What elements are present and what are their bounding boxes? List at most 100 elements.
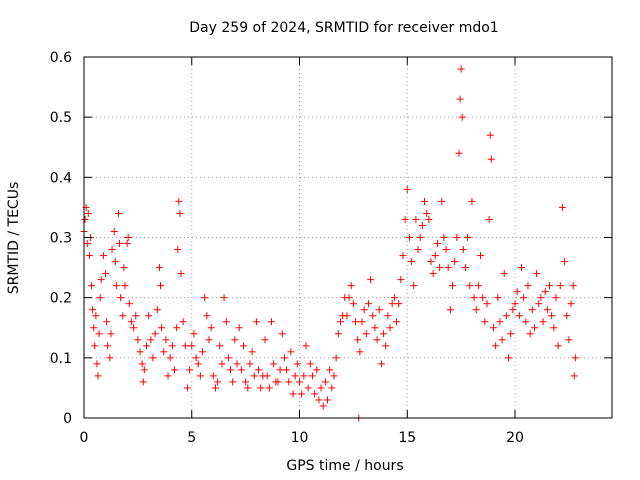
data-point [125, 300, 133, 308]
data-point [261, 336, 269, 344]
data-point [306, 360, 314, 368]
data-point [444, 264, 452, 272]
data-point [388, 300, 396, 308]
data-point [252, 318, 260, 326]
data-point [104, 342, 112, 350]
data-point [461, 264, 469, 272]
data-point [377, 360, 385, 368]
data-point [164, 372, 172, 380]
data-point [431, 252, 439, 260]
data-point [410, 282, 418, 290]
data-point [216, 342, 224, 350]
data-point [194, 360, 202, 368]
data-point [147, 336, 155, 344]
data-point [97, 276, 105, 284]
data-point [561, 258, 569, 266]
data-point [470, 294, 478, 302]
data-point [526, 330, 534, 338]
data-point [356, 348, 364, 356]
data-point [371, 324, 379, 332]
data-point [457, 65, 465, 73]
data-point [347, 282, 355, 290]
x-axis-label: GPS time / hours [286, 458, 403, 474]
data-point [458, 113, 466, 121]
data-point [119, 312, 127, 320]
data-point [421, 197, 429, 205]
data-point [464, 234, 472, 241]
data-point [332, 354, 340, 362]
data-point [384, 312, 392, 320]
data-point [207, 324, 215, 332]
data-point [205, 336, 213, 344]
data-point [176, 209, 184, 217]
data-point [408, 258, 416, 266]
data-point [541, 288, 549, 296]
data-point [433, 240, 441, 248]
data-point [364, 300, 372, 308]
data-point [267, 318, 275, 326]
data-point [227, 366, 235, 374]
data-point [395, 300, 403, 308]
data-point [222, 318, 230, 326]
y-tick-label: 0.4 [50, 170, 72, 186]
data-point [362, 330, 370, 338]
data-point [509, 306, 517, 314]
data-point [554, 342, 562, 350]
data-point [522, 318, 530, 326]
data-point [246, 360, 254, 368]
data-point [99, 252, 107, 260]
data-point [95, 330, 103, 338]
axis-ticks: 0 0.1 0.2 0.3 0.4 0.5 0.6 0 5 10 15 20 [50, 50, 612, 446]
data-point [405, 234, 413, 241]
data-point [358, 318, 366, 326]
data-point [412, 215, 420, 223]
data-point [485, 215, 493, 223]
data-point [134, 336, 142, 344]
data-point [401, 215, 409, 223]
data-point [158, 324, 166, 332]
data-point [270, 360, 278, 368]
data-point [354, 336, 362, 344]
data-point [106, 354, 114, 362]
data-point [453, 234, 461, 241]
data-point [140, 366, 148, 374]
data-point [280, 354, 288, 362]
data-point [567, 300, 575, 308]
data-point [324, 396, 332, 404]
data-point [498, 336, 506, 344]
data-point [166, 354, 174, 362]
data-point [317, 384, 325, 392]
data-point [257, 384, 265, 392]
data-point [397, 276, 405, 284]
data-point [546, 282, 554, 290]
x-tick-label: 0 [80, 430, 89, 446]
data-point [116, 240, 124, 248]
data-point [112, 282, 120, 290]
data-point [507, 330, 515, 338]
data-point [416, 234, 424, 241]
data-point [550, 324, 558, 332]
data-point [481, 318, 489, 326]
y-axis-label: SRMTID / TECUs [6, 182, 22, 295]
data-point [278, 330, 286, 338]
data-point [496, 318, 504, 326]
data-point [93, 360, 101, 368]
y-tick-label: 0.3 [50, 231, 72, 247]
data-point [276, 366, 284, 374]
data-point [209, 372, 217, 380]
data-point [117, 294, 125, 302]
data-point [570, 372, 578, 380]
data-point [283, 366, 291, 374]
data-point [386, 324, 394, 332]
data-point [229, 378, 237, 386]
data-point [114, 209, 122, 217]
data-point [418, 221, 426, 229]
data-point [569, 282, 577, 290]
data-point [423, 209, 431, 217]
data-point [520, 294, 528, 302]
data-points [80, 65, 579, 422]
data-point [472, 306, 480, 314]
data-point [352, 318, 360, 326]
data-point [552, 294, 560, 302]
data-point [548, 312, 556, 320]
